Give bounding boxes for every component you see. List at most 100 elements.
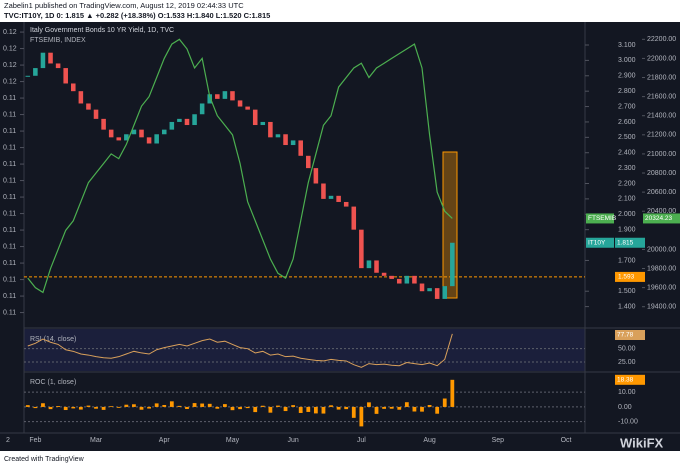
left-tick-label: 0.11 (3, 243, 16, 250)
candle-body (450, 242, 455, 287)
indicator-bar (169, 401, 174, 407)
indicator-bar (245, 406, 250, 409)
indicator-bar (313, 406, 318, 414)
candle-body (154, 134, 159, 144)
y-tick-label: 1.500 (618, 288, 636, 295)
corner-label: 2 (6, 437, 10, 444)
roc-title: ROC (1, close) (30, 379, 76, 386)
left-tick-label: 0.11 (3, 194, 16, 201)
indicator-bar (223, 404, 227, 407)
candle-body (427, 288, 432, 292)
indicator-bar (253, 406, 258, 413)
candle-body (222, 91, 228, 99)
indicator-bar (435, 406, 440, 414)
indicator-bar (260, 405, 265, 407)
left-tick-label: 0.11 (3, 177, 16, 184)
indicator-bar (139, 406, 144, 410)
indicator-bar (344, 406, 349, 410)
chart-background (0, 22, 680, 451)
candle-body (412, 275, 417, 284)
indicator-bar (33, 406, 38, 409)
candle-body (207, 94, 213, 104)
indicator-bar (207, 403, 212, 407)
candle-body (396, 278, 402, 284)
left-tick-label: 0.11 (3, 144, 16, 151)
candle-body (184, 118, 190, 126)
indicator-bar (215, 406, 220, 409)
indicator-bar (94, 406, 98, 409)
left-tick-label: 0.12 (3, 78, 17, 85)
y-tick-label: 2.700 (618, 103, 636, 110)
indicator-bar (71, 406, 76, 409)
y2-tick-label: 20400.00 (647, 208, 676, 215)
candle-body (48, 52, 53, 64)
publisher-line: Zabelin1 published on TradingView.com, A… (4, 1, 244, 10)
y-tick-label: 3.000 (618, 57, 636, 64)
left-tick-label: 0.12 (3, 45, 17, 52)
indicator-bar (63, 406, 68, 411)
candle-body (78, 91, 84, 104)
indicator-bar (367, 402, 371, 407)
x-tick-label: May (226, 437, 240, 444)
y-tick-label: 2.300 (618, 165, 636, 172)
indicator-bar (404, 402, 409, 407)
candle-body (283, 134, 288, 146)
indicator-bar (78, 406, 83, 410)
left-tick-label: 0.11 (3, 227, 16, 234)
indicator-bar (276, 405, 280, 407)
last-value-label: 20324.23 (645, 215, 672, 222)
last-value-label: 18.38 (617, 377, 634, 384)
indicator-bar (48, 406, 53, 410)
secondary-title: FTSEMIB, INDEX (30, 37, 86, 44)
x-tick-label: Jul (357, 437, 366, 444)
last-value-label: 77.78 (617, 332, 634, 339)
indicator-bar (109, 406, 114, 407)
indicator-bar (56, 406, 61, 407)
candle-body (434, 288, 440, 299)
indicator-bar (382, 406, 386, 409)
candle-body (116, 137, 122, 141)
rsi-pane (24, 329, 585, 371)
candle-body (268, 121, 273, 138)
y-tick-label: 3.100 (618, 42, 636, 49)
y-tick-label: 1.400 (618, 303, 636, 310)
y-tick-label: 2.100 (618, 196, 636, 203)
indicator-bar (351, 406, 356, 418)
candle-body (215, 94, 220, 99)
price-label: 1.593 (618, 274, 635, 281)
candle-body (63, 68, 68, 84)
y-tick-label: 10.00 (618, 389, 636, 396)
y2-tick-label: 21200.00 (647, 132, 676, 139)
indicator-bar (283, 406, 288, 412)
candle-body (374, 260, 379, 273)
candle-body (237, 100, 243, 107)
last-value-box (615, 374, 645, 385)
candle-body (230, 91, 235, 101)
indicator-bar (374, 406, 379, 414)
series-tag-box (586, 237, 614, 248)
indicator-bar (427, 405, 432, 407)
watermark: WikiFX (620, 435, 664, 450)
y2-tick-label: 21600.00 (647, 93, 676, 100)
y2-tick-label: 19600.00 (647, 284, 676, 291)
candle-body (245, 106, 250, 110)
candle-body (381, 272, 387, 276)
left-tick-label: 0.11 (3, 111, 16, 118)
indicator-bar (162, 405, 167, 407)
indicator-bar (397, 406, 402, 410)
indicator-bar (177, 405, 182, 407)
candle-body (192, 114, 197, 126)
symbol-line: TVC:IT10Y, 1D 0: 1.815 ▲ +0.282 (+18.38%… (4, 11, 270, 20)
candle-body (351, 206, 357, 230)
series-tag: FTSEMIB (588, 215, 616, 222)
y2-tick-label: 22000.00 (647, 55, 676, 62)
x-tick-label: Feb (29, 437, 41, 444)
candle-body (199, 103, 205, 115)
x-tick-label: Sep (492, 437, 505, 444)
indicator-bar (116, 406, 121, 408)
y-tick-label: 1.900 (618, 227, 636, 234)
indicator-bar (124, 404, 129, 407)
left-tick-label: 0.11 (3, 128, 16, 135)
y-tick-label: 2.800 (618, 88, 636, 95)
indicator-bar (86, 405, 91, 407)
